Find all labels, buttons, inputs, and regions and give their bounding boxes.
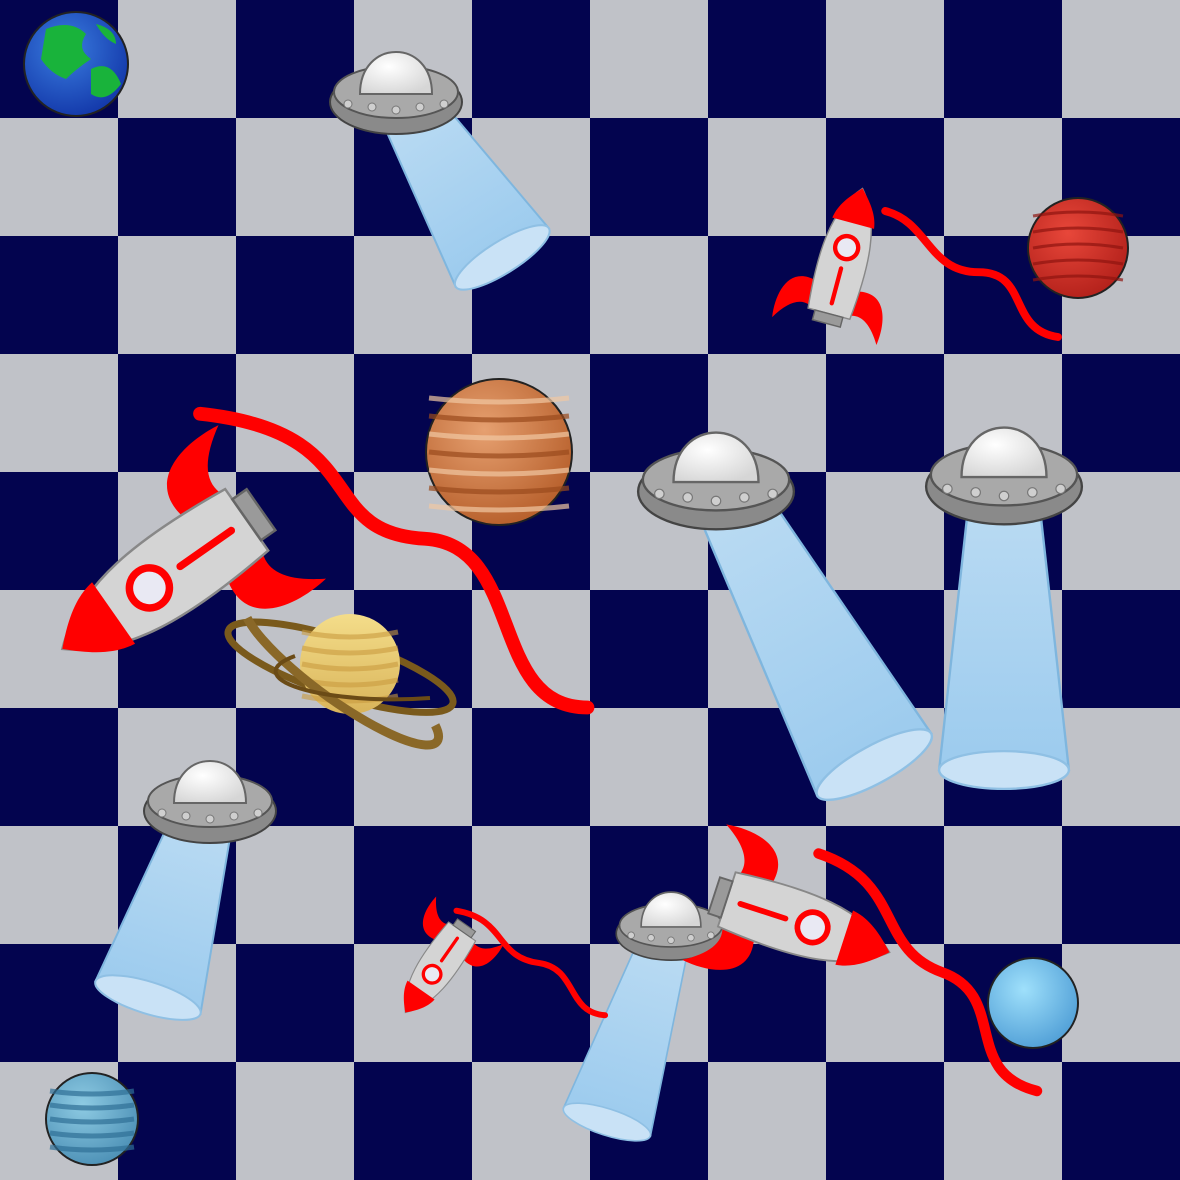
rocket-icon[interactable]	[8, 406, 595, 727]
uranus-planet[interactable]	[987, 957, 1079, 1049]
board-square-light	[590, 708, 708, 826]
board-square-light	[118, 0, 236, 118]
board-square-light	[708, 118, 826, 236]
ufo-icon[interactable]	[329, 51, 557, 300]
board-square-light	[472, 590, 590, 708]
board-square-light	[0, 118, 118, 236]
board-square-dark	[1062, 590, 1180, 708]
board-square-light	[590, 236, 708, 354]
board-square-dark	[826, 1062, 944, 1180]
board-square-light	[0, 826, 118, 944]
board-square-dark	[472, 0, 590, 118]
rocket-icon[interactable]	[371, 896, 609, 1036]
board-square-light	[236, 826, 354, 944]
board-square-light	[1062, 0, 1180, 118]
board-square-dark	[236, 944, 354, 1062]
ufo-icon[interactable]	[91, 760, 277, 1029]
rocket-icon[interactable]	[682, 823, 1043, 1097]
board-square-light	[590, 0, 708, 118]
saturn-planet[interactable]	[220, 604, 462, 750]
earth-planet[interactable]	[23, 11, 129, 117]
board-square-light	[1062, 708, 1180, 826]
board-square-dark	[0, 708, 118, 826]
board-square-dark	[1062, 1062, 1180, 1180]
board-square-light	[236, 118, 354, 236]
rocket-icon[interactable]	[771, 174, 1062, 346]
board-square-dark	[472, 708, 590, 826]
board-square-light	[826, 472, 944, 590]
board-square-dark	[944, 0, 1062, 118]
ufo-icon[interactable]	[636, 431, 940, 813]
ufo-icon[interactable]	[559, 891, 727, 1148]
board-square-dark	[1062, 826, 1180, 944]
board-square-light	[236, 354, 354, 472]
board-square-dark	[236, 236, 354, 354]
board-square-dark	[826, 354, 944, 472]
mars-planet[interactable]	[1027, 197, 1129, 299]
board-square-light	[944, 1062, 1062, 1180]
board-square-dark	[0, 944, 118, 1062]
board-square-dark	[354, 1062, 472, 1180]
board-square-light	[944, 826, 1062, 944]
board-square-light	[118, 236, 236, 354]
board-square-light	[1062, 944, 1180, 1062]
board-square-dark	[0, 236, 118, 354]
board-square-dark	[708, 0, 826, 118]
jupiter-planet[interactable]	[425, 378, 573, 526]
board-square-light	[826, 0, 944, 118]
board-square-dark	[590, 590, 708, 708]
ufo-icon[interactable]	[924, 426, 1084, 791]
neptune-planet[interactable]	[45, 1072, 139, 1166]
board-square-dark	[0, 472, 118, 590]
board-square-light	[236, 1062, 354, 1180]
board-square-dark	[590, 118, 708, 236]
board-square-dark	[118, 118, 236, 236]
pieces-layer	[8, 11, 1129, 1166]
board-square-light	[708, 1062, 826, 1180]
board-square-light	[472, 1062, 590, 1180]
board-square-light	[0, 354, 118, 472]
board-square-dark	[1062, 354, 1180, 472]
